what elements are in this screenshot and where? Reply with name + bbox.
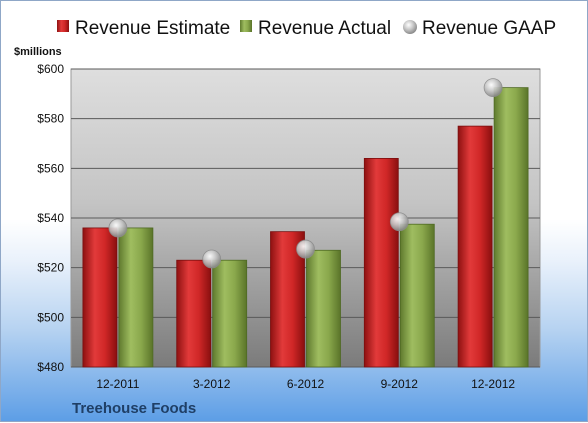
y-tick-label: $500 xyxy=(37,310,64,324)
bar-revenue-estimate xyxy=(176,259,212,368)
chart-legend: Revenue Estimate Revenue Actual Revenue … xyxy=(57,18,556,39)
y-tick-label: $480 xyxy=(37,360,64,374)
legend-swatch-revenue-estimate xyxy=(57,20,69,32)
marker-revenue-gaap xyxy=(296,239,315,259)
bar-revenue-actual xyxy=(306,249,341,368)
legend-label-revenue-gaap: Revenue GAAP xyxy=(422,18,556,39)
x-tick-label: 6-2012 xyxy=(287,377,325,391)
bar-revenue-estimate xyxy=(82,227,118,368)
y-tick-label: $600 xyxy=(37,62,64,76)
bar-revenue-estimate xyxy=(363,157,399,368)
marker-revenue-gaap xyxy=(389,212,409,232)
bar-revenue-actual xyxy=(493,87,529,368)
x-axis-ticks: 12-2011 3-2012 6-2012 9-2012 12-2012 xyxy=(96,377,515,391)
y-axis-ticks: $480 $500 $520 $540 $560 $580 $600 xyxy=(37,62,64,374)
y-tick-label: $520 xyxy=(37,261,64,275)
bars xyxy=(82,87,529,368)
marker-revenue-gaap xyxy=(202,249,222,269)
legend-marker-revenue-gaap xyxy=(403,20,417,34)
marker-revenue-gaap xyxy=(483,78,503,98)
legend-item-revenue-gaap[interactable]: Revenue GAAP xyxy=(403,18,556,39)
x-tick-label: 3-2012 xyxy=(193,377,231,391)
legend-item-revenue-estimate[interactable]: Revenue Estimate xyxy=(57,18,230,39)
x-tick-label: 12-2012 xyxy=(471,377,515,391)
bar-revenue-actual xyxy=(118,227,154,368)
legend-item-revenue-actual[interactable]: Revenue Actual xyxy=(240,18,391,39)
gaap-markers xyxy=(108,78,503,269)
x-tick-label: 9-2012 xyxy=(381,377,419,391)
y-tick-label: $560 xyxy=(37,161,64,175)
legend-label-revenue-estimate: Revenue Estimate xyxy=(75,18,230,39)
y-tick-label: $540 xyxy=(37,211,64,225)
bar-revenue-actual xyxy=(212,259,248,368)
legend-swatch-revenue-actual xyxy=(240,20,252,32)
bar-revenue-estimate xyxy=(457,125,493,368)
y-tick-label: $580 xyxy=(37,112,64,126)
x-tick-label: 12-2011 xyxy=(96,377,139,391)
y-axis-unit-label: $millions xyxy=(14,46,62,58)
bar-revenue-actual xyxy=(399,223,435,368)
legend-label-revenue-actual: Revenue Actual xyxy=(258,18,391,39)
company-label: Treehouse Foods xyxy=(72,400,196,417)
marker-revenue-gaap xyxy=(108,218,128,238)
